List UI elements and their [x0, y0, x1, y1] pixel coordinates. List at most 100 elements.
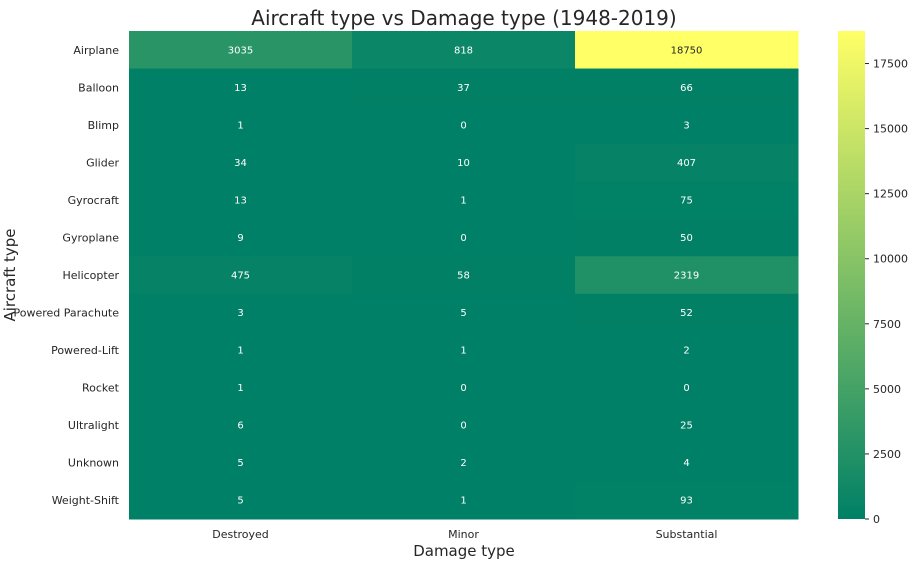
- cell-value-label: 1: [460, 195, 466, 206]
- heatmap-cell: [575, 256, 799, 295]
- y-tick-label: Weight-Shift: [52, 494, 120, 507]
- cell-value-label: 5: [237, 458, 243, 469]
- heatmap-cell: [575, 68, 799, 107]
- cell-value-label: 0: [460, 421, 466, 432]
- chart-title: Aircraft type vs Damage type (1948-2019): [251, 6, 676, 30]
- colorbar-tick-label: 2500: [873, 448, 901, 461]
- heatmap-cell: [352, 218, 576, 257]
- cell-value-label: 18750: [671, 45, 703, 56]
- colorbar-tick-label: 10000: [873, 253, 908, 266]
- cell-value-label: 52: [680, 308, 693, 319]
- y-tick-label: Gyrocraft: [68, 194, 120, 207]
- heatmap-cell: [129, 443, 353, 482]
- x-tick-label: Destroyed: [212, 528, 269, 541]
- cell-value-label: 5: [237, 496, 243, 507]
- cell-value-label: 50: [680, 233, 693, 244]
- cell-value-label: 1: [237, 120, 243, 131]
- cell-value-label: 0: [460, 120, 466, 131]
- heatmap-cell: [352, 293, 576, 332]
- y-tick-label: Balloon: [78, 81, 119, 94]
- heatmap-cell: [352, 106, 576, 145]
- cell-value-label: 407: [677, 158, 696, 169]
- cell-value-label: 5: [460, 308, 466, 319]
- heatmap-cell: [129, 218, 353, 257]
- cell-value-label: 9: [237, 233, 243, 244]
- cell-value-label: 75: [680, 195, 693, 206]
- cell-value-label: 25: [680, 421, 693, 432]
- heatmap-cell: [575, 406, 799, 445]
- cell-value-label: 34: [234, 158, 247, 169]
- heatmap-cell: [129, 331, 353, 370]
- cell-value-label: 3035: [228, 45, 253, 56]
- y-tick-label: Powered-Lift: [51, 344, 120, 357]
- cell-value-label: 0: [460, 383, 466, 394]
- heatmap-cell: [352, 481, 576, 520]
- heatmap-cell: [129, 106, 353, 145]
- heatmap-cell: [575, 143, 799, 182]
- cell-value-label: 10: [457, 158, 470, 169]
- x-axis-label: Damage type: [413, 542, 515, 560]
- heatmap-cell: [575, 181, 799, 220]
- heatmap-cell: [352, 181, 576, 220]
- heatmap-cell: [129, 368, 353, 407]
- colorbar: [838, 31, 865, 519]
- heatmap-cell: [129, 406, 353, 445]
- heatmap-cell: [575, 443, 799, 482]
- heatmap-cell: [129, 181, 353, 220]
- cell-value-label: 818: [454, 45, 473, 56]
- y-tick-label: Glider: [86, 156, 119, 169]
- heatmap-cell: [575, 331, 799, 370]
- heatmap-cell: [129, 481, 353, 520]
- cell-value-label: 2319: [674, 271, 699, 282]
- heatmap-cell: [129, 293, 353, 332]
- cell-value-label: 66: [680, 83, 693, 94]
- cell-value-label: 6: [237, 421, 243, 432]
- y-tick-label: Ultralight: [68, 419, 120, 432]
- cell-value-label: 1: [237, 383, 243, 394]
- cell-value-label: 3: [237, 308, 243, 319]
- y-tick-label: Helicopter: [62, 269, 119, 282]
- heatmap-cell: [352, 256, 576, 295]
- heatmap-cell: [575, 368, 799, 407]
- cell-value-label: 2: [683, 346, 689, 357]
- colorbar-tick-label: 15000: [873, 123, 908, 136]
- x-tick-labels: Destroyed Minor Substantial: [212, 528, 717, 541]
- heatmap-cell: [575, 106, 799, 145]
- heatmap-cell: [352, 368, 576, 407]
- y-tick-labels: Airplane Balloon Blimp Glider Gyrocraft Gyrop…: [14, 44, 120, 507]
- colorbar-tick-label: 17500: [873, 58, 908, 71]
- cell-value-label: 1: [460, 346, 466, 357]
- y-axis-label: Aircraft type: [1, 228, 19, 321]
- heatmap-cell: [352, 143, 576, 182]
- x-tick-label: Minor: [448, 528, 479, 541]
- heatmap-cell: [129, 256, 353, 295]
- heatmap-cell: [129, 143, 353, 182]
- heatmap-cell: [352, 406, 576, 445]
- heatmap-cell: [575, 481, 799, 520]
- colorbar-tick-label: 0: [873, 513, 880, 526]
- heatmap-cell: [352, 443, 576, 482]
- heatmap-cell: [129, 31, 353, 70]
- cell-value-label: 475: [231, 271, 250, 282]
- y-tick-label: Airplane: [73, 44, 119, 57]
- heatmap-cell: [575, 293, 799, 332]
- y-tick-label: Powered Parachute: [14, 307, 120, 320]
- heatmap-cell: [129, 68, 353, 107]
- colorbar-ticks: 0 2500 5000 7500 10000 12500 15000 17500: [865, 58, 908, 526]
- colorbar-tick-label: 12500: [873, 188, 908, 201]
- y-tick-label: Blimp: [88, 119, 119, 132]
- cell-value-label: 0: [460, 233, 466, 244]
- heatmap-cell: [352, 68, 576, 107]
- y-tick-label: Unknown: [68, 457, 119, 470]
- heatmap-cell: [352, 331, 576, 370]
- cell-value-label: 58: [457, 271, 470, 282]
- cell-value-label: 13: [234, 195, 247, 206]
- y-tick-label: Rocket: [82, 382, 120, 395]
- cell-value-label: 1: [237, 346, 243, 357]
- y-tick-label: Gyroplane: [62, 231, 119, 244]
- cell-value-label: 3: [683, 120, 689, 131]
- x-tick-label: Substantial: [656, 528, 718, 541]
- colorbar-tick-label: 7500: [873, 318, 901, 331]
